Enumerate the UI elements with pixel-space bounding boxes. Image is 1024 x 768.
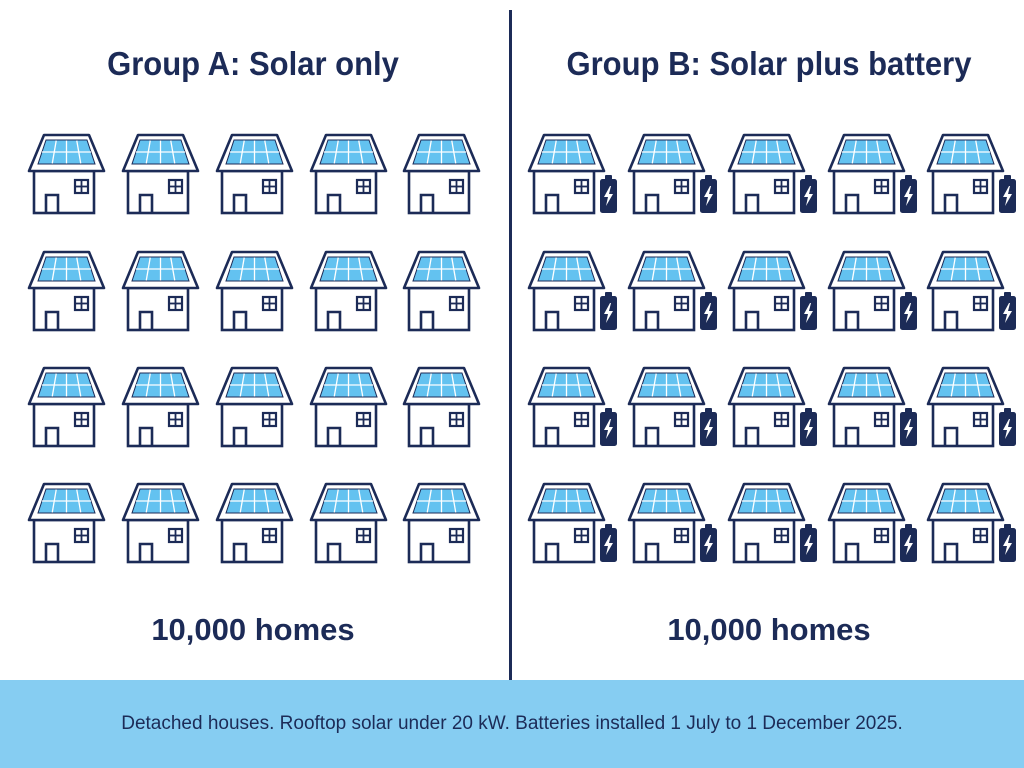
solar-house-icon	[121, 366, 200, 448]
solar-house-icon	[215, 482, 294, 564]
solar-battery-house-icon	[627, 482, 717, 564]
group-b-title: Group B: Solar plus battery	[566, 45, 972, 82]
solar-battery-house-icon	[827, 482, 917, 564]
solar-house-icon	[27, 250, 106, 332]
solar-house-icon	[215, 133, 294, 215]
battery-icon	[800, 408, 817, 446]
solar-house-icon	[402, 133, 481, 215]
battery-icon	[600, 292, 617, 330]
solar-battery-house-icon	[727, 366, 817, 448]
solar-house-icon	[309, 250, 388, 332]
solar-battery-house-icon	[527, 250, 617, 332]
battery-icon	[999, 408, 1016, 446]
battery-icon	[999, 292, 1016, 330]
battery-icon	[800, 292, 817, 330]
solar-house-icon	[402, 250, 481, 332]
solar-house-icon	[215, 366, 294, 448]
battery-icon	[800, 175, 817, 213]
battery-icon	[600, 408, 617, 446]
solar-house-icon	[309, 482, 388, 564]
battery-icon	[999, 175, 1016, 213]
solar-battery-house-icon	[527, 366, 617, 448]
solar-battery-house-icon	[727, 250, 817, 332]
battery-icon	[900, 292, 917, 330]
solar-house-icon	[27, 482, 106, 564]
footer-note: Detached houses. Rooftop solar under 20 …	[121, 713, 903, 734]
battery-icon	[700, 408, 717, 446]
group-a-house-grid	[27, 133, 481, 564]
solar-battery-house-icon	[627, 250, 717, 332]
battery-icon	[999, 524, 1016, 562]
solar-house-icon	[309, 366, 388, 448]
solar-battery-house-icon	[827, 366, 917, 448]
solar-battery-house-icon	[627, 133, 717, 215]
battery-icon	[700, 292, 717, 330]
battery-icon	[900, 408, 917, 446]
battery-icon	[700, 175, 717, 213]
battery-icon	[600, 524, 617, 562]
solar-house-icon	[309, 133, 388, 215]
battery-icon	[800, 524, 817, 562]
group-divider	[509, 10, 512, 680]
group-a-count: 10,000 homes	[151, 612, 355, 647]
group-a-title: Group A: Solar only	[107, 45, 399, 82]
battery-icon	[600, 175, 617, 213]
solar-battery-house-icon	[527, 482, 617, 564]
group-b-count: 10,000 homes	[667, 612, 871, 647]
solar-battery-house-icon	[627, 366, 717, 448]
solar-battery-house-icon	[926, 482, 1016, 564]
solar-house-icon	[121, 133, 200, 215]
solar-battery-house-icon	[926, 366, 1016, 448]
solar-battery-house-icon	[727, 133, 817, 215]
footer-band	[0, 680, 1024, 768]
solar-battery-house-icon	[827, 133, 917, 215]
solar-house-icon	[402, 366, 481, 448]
battery-icon	[700, 524, 717, 562]
solar-battery-house-icon	[827, 250, 917, 332]
solar-house-icon	[27, 366, 106, 448]
solar-battery-house-icon	[727, 482, 817, 564]
solar-battery-house-icon	[527, 133, 617, 215]
solar-battery-house-icon	[926, 133, 1016, 215]
battery-icon	[900, 175, 917, 213]
solar-house-icon	[121, 482, 200, 564]
solar-house-icon	[27, 133, 106, 215]
group-b-house-grid	[527, 133, 1016, 564]
solar-house-icon	[402, 482, 481, 564]
solar-battery-house-icon	[926, 250, 1016, 332]
solar-house-icon	[121, 250, 200, 332]
battery-icon	[900, 524, 917, 562]
solar-house-icon	[215, 250, 294, 332]
